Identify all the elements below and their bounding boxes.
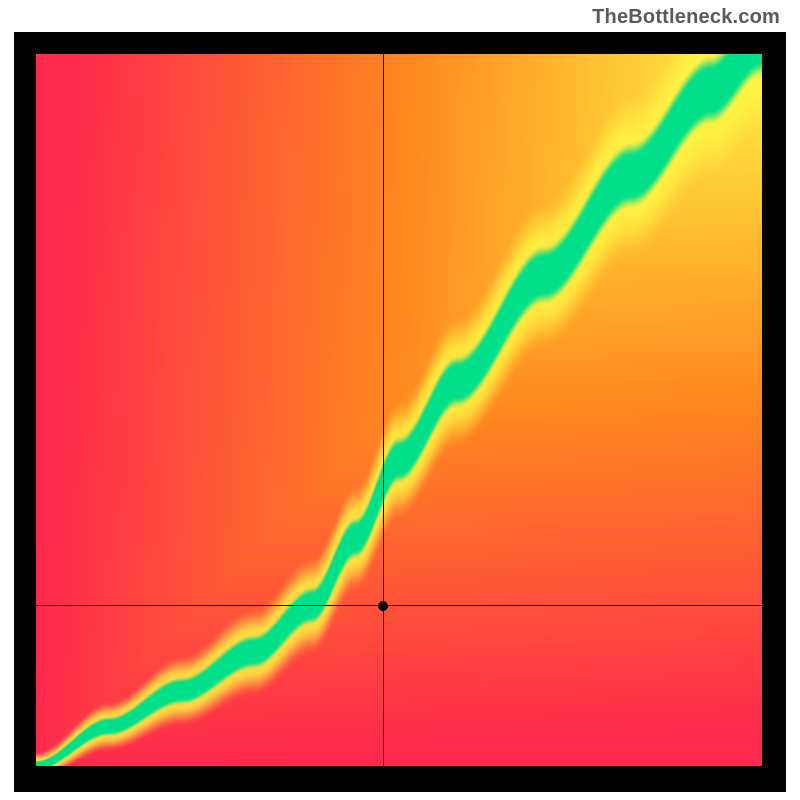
heatmap-canvas (36, 54, 762, 766)
plot-area (36, 54, 762, 766)
attribution-label: TheBottleneck.com (592, 6, 780, 29)
chart-container: TheBottleneck.com (0, 0, 800, 800)
chart-frame (14, 32, 786, 792)
